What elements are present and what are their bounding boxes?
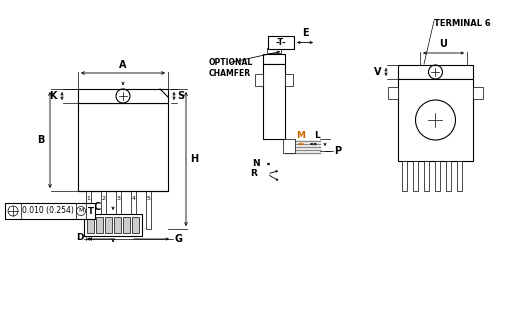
Text: 1: 1	[87, 196, 91, 201]
Text: R: R	[250, 169, 257, 179]
Text: H: H	[190, 154, 198, 164]
Text: TERMINAL 6: TERMINAL 6	[434, 19, 491, 28]
Text: 3: 3	[117, 196, 121, 201]
Text: D: D	[76, 233, 84, 241]
Bar	[263, 64, 285, 139]
Bar	[398, 79, 473, 161]
Bar	[123, 217, 130, 233]
Bar	[84, 214, 142, 236]
Bar	[101, 191, 106, 229]
Bar	[78, 103, 168, 191]
Bar	[285, 74, 293, 86]
Text: K: K	[49, 91, 57, 101]
Text: M: M	[78, 209, 83, 213]
Text: L: L	[314, 131, 320, 140]
Bar	[402, 161, 407, 191]
Text: C: C	[94, 202, 101, 212]
Bar	[268, 36, 294, 49]
Bar	[96, 217, 103, 233]
Text: 0.010 (0.254): 0.010 (0.254)	[22, 206, 74, 216]
Bar	[283, 139, 295, 153]
Text: 5: 5	[147, 196, 151, 201]
Bar	[5, 203, 95, 219]
Bar	[388, 87, 398, 99]
Bar	[116, 191, 121, 229]
Bar	[131, 191, 136, 229]
Text: B: B	[38, 135, 45, 145]
Text: P: P	[334, 146, 341, 156]
Text: N: N	[252, 160, 260, 168]
Text: OPTIONAL
CHAMFER: OPTIONAL CHAMFER	[209, 58, 253, 78]
Bar	[398, 65, 473, 79]
Bar	[457, 161, 462, 191]
Bar	[435, 161, 440, 191]
Text: A: A	[119, 60, 127, 70]
Text: E: E	[302, 28, 308, 39]
Text: S: S	[177, 91, 184, 101]
Text: V: V	[374, 67, 381, 77]
Bar	[255, 74, 263, 86]
Bar	[424, 161, 429, 191]
Bar	[114, 217, 121, 233]
Bar	[78, 89, 168, 103]
Text: M: M	[297, 131, 305, 140]
Bar	[413, 161, 418, 191]
Text: -T-: -T-	[276, 38, 286, 47]
Bar	[263, 54, 285, 64]
Bar	[105, 217, 112, 233]
Bar	[267, 48, 281, 53]
Bar	[446, 161, 451, 191]
Text: T: T	[88, 206, 94, 216]
Text: 4: 4	[131, 196, 135, 201]
Bar	[132, 217, 139, 233]
Bar	[86, 191, 91, 229]
Text: U: U	[440, 39, 447, 49]
Bar	[146, 191, 151, 229]
Text: 2: 2	[101, 196, 105, 201]
Bar	[87, 217, 94, 233]
Text: G: G	[175, 234, 183, 244]
Bar	[473, 87, 483, 99]
